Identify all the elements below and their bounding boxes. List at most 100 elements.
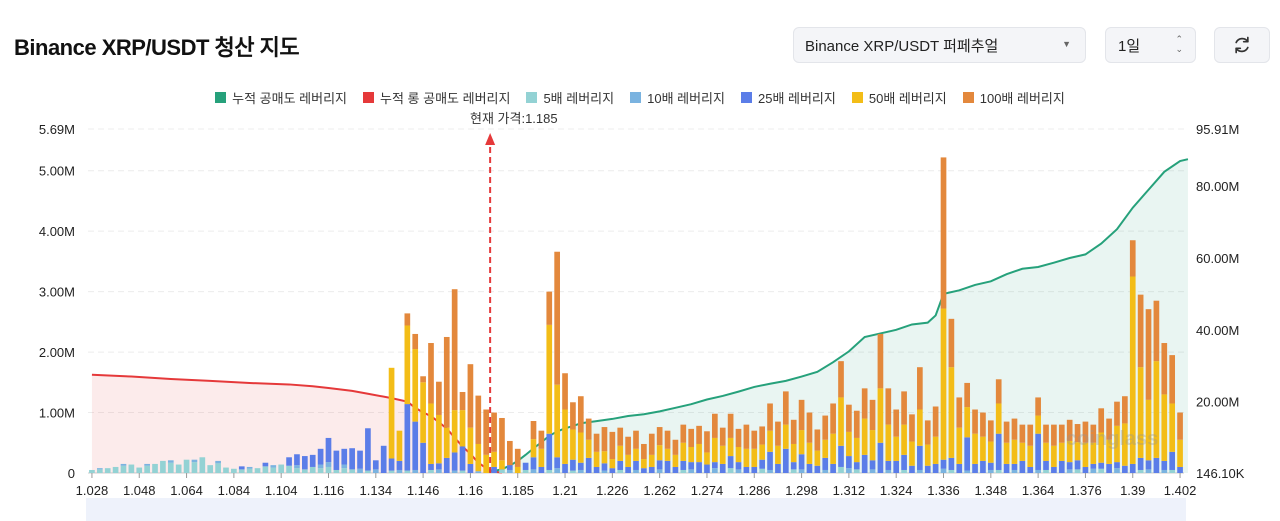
- bar-lev100: [846, 404, 852, 432]
- bar-lev100: [853, 410, 860, 438]
- bar-lev100: [1011, 418, 1018, 440]
- bar-lev50: [388, 367, 395, 459]
- bar-lev25: [467, 463, 474, 473]
- bar-lev50: [633, 448, 639, 461]
- bar-lev25: [759, 459, 765, 469]
- bar-lev25: [412, 421, 419, 470]
- bar-lev25: [743, 466, 750, 473]
- bar-lev50: [491, 451, 497, 467]
- bar-lev100: [672, 439, 679, 455]
- bar-lev50: [1043, 442, 1049, 461]
- bar-lev5: [112, 466, 119, 473]
- bar-lev100: [719, 427, 726, 446]
- bar-lev100: [451, 289, 458, 411]
- bar-lev100: [1058, 424, 1065, 443]
- legend-item-short_cum[interactable]: 누적 공매도 레버리지: [215, 88, 347, 107]
- legend-swatch: [363, 92, 375, 103]
- bar-lev100: [1074, 424, 1081, 443]
- bar-lev5: [853, 469, 860, 473]
- bar-lev100: [633, 430, 639, 449]
- bar-lev100: [656, 427, 663, 446]
- bar-lev100: [1035, 397, 1041, 416]
- bar-lev50: [601, 451, 608, 464]
- bar-lev100: [964, 382, 971, 408]
- bar-lev50: [1082, 442, 1089, 467]
- bar-lev25: [585, 457, 592, 473]
- bar-lev10: [767, 469, 773, 473]
- legend-item-lev10[interactable]: 10배 레버리지: [630, 88, 725, 107]
- legend-swatch: [215, 92, 227, 103]
- bar-lev100: [680, 424, 687, 443]
- x-tick-label: 1.376: [1069, 483, 1102, 498]
- bar-lev100: [924, 420, 931, 445]
- bar-lev10: [317, 464, 324, 469]
- bar-lev25: [577, 462, 584, 470]
- bar-lev5: [167, 462, 174, 473]
- bar-lev50: [956, 427, 963, 464]
- legend-item-lev25[interactable]: 25배 레버리지: [740, 88, 836, 107]
- pair-select[interactable]: Binance XRP/USDT 퍼페추얼 ▼: [793, 27, 1086, 63]
- bar-lev100: [782, 391, 789, 425]
- bar-lev25: [782, 448, 789, 473]
- bar-lev50: [467, 427, 474, 464]
- bar-lev50: [1153, 361, 1160, 458]
- bar-lev25: [365, 428, 371, 471]
- bar-lev25: [735, 462, 742, 470]
- legend-item-lev100[interactable]: 100배 레버리지: [962, 88, 1065, 107]
- bar-lev25: [901, 454, 907, 470]
- y-right-tick: 146.10K: [1196, 466, 1245, 481]
- bar-lev10: [270, 465, 277, 468]
- bar-lev100: [735, 428, 742, 448]
- legend-item-lev5[interactable]: 5배 레버리지: [526, 88, 614, 107]
- legend-item-long_cum[interactable]: 누적 롱 공매도 레버리지: [363, 88, 510, 107]
- bar-lev25: [1114, 462, 1120, 469]
- bar-lev100: [1019, 424, 1026, 443]
- bar-lev25: [617, 460, 624, 470]
- bar-lev50: [1051, 445, 1057, 467]
- bar-lev100: [459, 391, 466, 411]
- refresh-button[interactable]: [1214, 27, 1270, 63]
- bar-lev25: [1066, 462, 1073, 470]
- bar-lev25: [1090, 463, 1097, 469]
- legend-label: 5배 레버리지: [543, 91, 615, 106]
- bar-lev10: [577, 469, 584, 473]
- bar-lev50: [546, 324, 553, 434]
- bar-lev100: [467, 364, 474, 428]
- bar-lev25: [846, 456, 852, 469]
- bar-lev25: [940, 459, 947, 469]
- x-tick-label: 1.028: [76, 483, 109, 498]
- bar-lev100: [806, 412, 813, 443]
- bar-lev100: [814, 429, 821, 451]
- x-tick-label: 1.185: [501, 483, 534, 498]
- bar-lev25: [301, 456, 308, 470]
- range-slider[interactable]: [86, 498, 1186, 521]
- bar-lev25: [924, 465, 931, 473]
- bar-lev50: [1074, 442, 1081, 461]
- legend-item-lev50[interactable]: 50배 레버리지: [851, 88, 947, 107]
- bar-lev100: [712, 413, 718, 438]
- x-tick-label: 1.298: [785, 483, 818, 498]
- bar-lev10: [1090, 468, 1097, 473]
- bar-lev25: [1011, 463, 1018, 470]
- bar-lev50: [798, 430, 805, 455]
- bar-lev25: [648, 466, 655, 473]
- bar-lev100: [420, 376, 426, 383]
- bar-lev25: [625, 466, 631, 473]
- bar-lev50: [648, 454, 655, 467]
- bar-lev50: [412, 349, 419, 422]
- bar-lev25: [893, 460, 900, 473]
- range-select-value: 1일: [1118, 37, 1141, 55]
- x-tick-label: 1.064: [170, 483, 203, 498]
- bar-lev50: [775, 445, 781, 464]
- bar-lev50: [538, 448, 545, 467]
- bar-lev25: [317, 448, 324, 465]
- pair-select-value: Binance XRP/USDT 퍼페추얼: [805, 37, 999, 55]
- bar-lev100: [483, 409, 490, 455]
- bar-lev25: [664, 460, 671, 473]
- bar-lev25: [554, 457, 560, 469]
- bar-lev50: [696, 443, 702, 463]
- y-left-tick: 5.69M: [39, 122, 75, 137]
- bar-lev5: [223, 467, 229, 473]
- range-select[interactable]: 1일 ⌃ ⌄: [1105, 27, 1196, 63]
- bar-lev5: [522, 469, 529, 473]
